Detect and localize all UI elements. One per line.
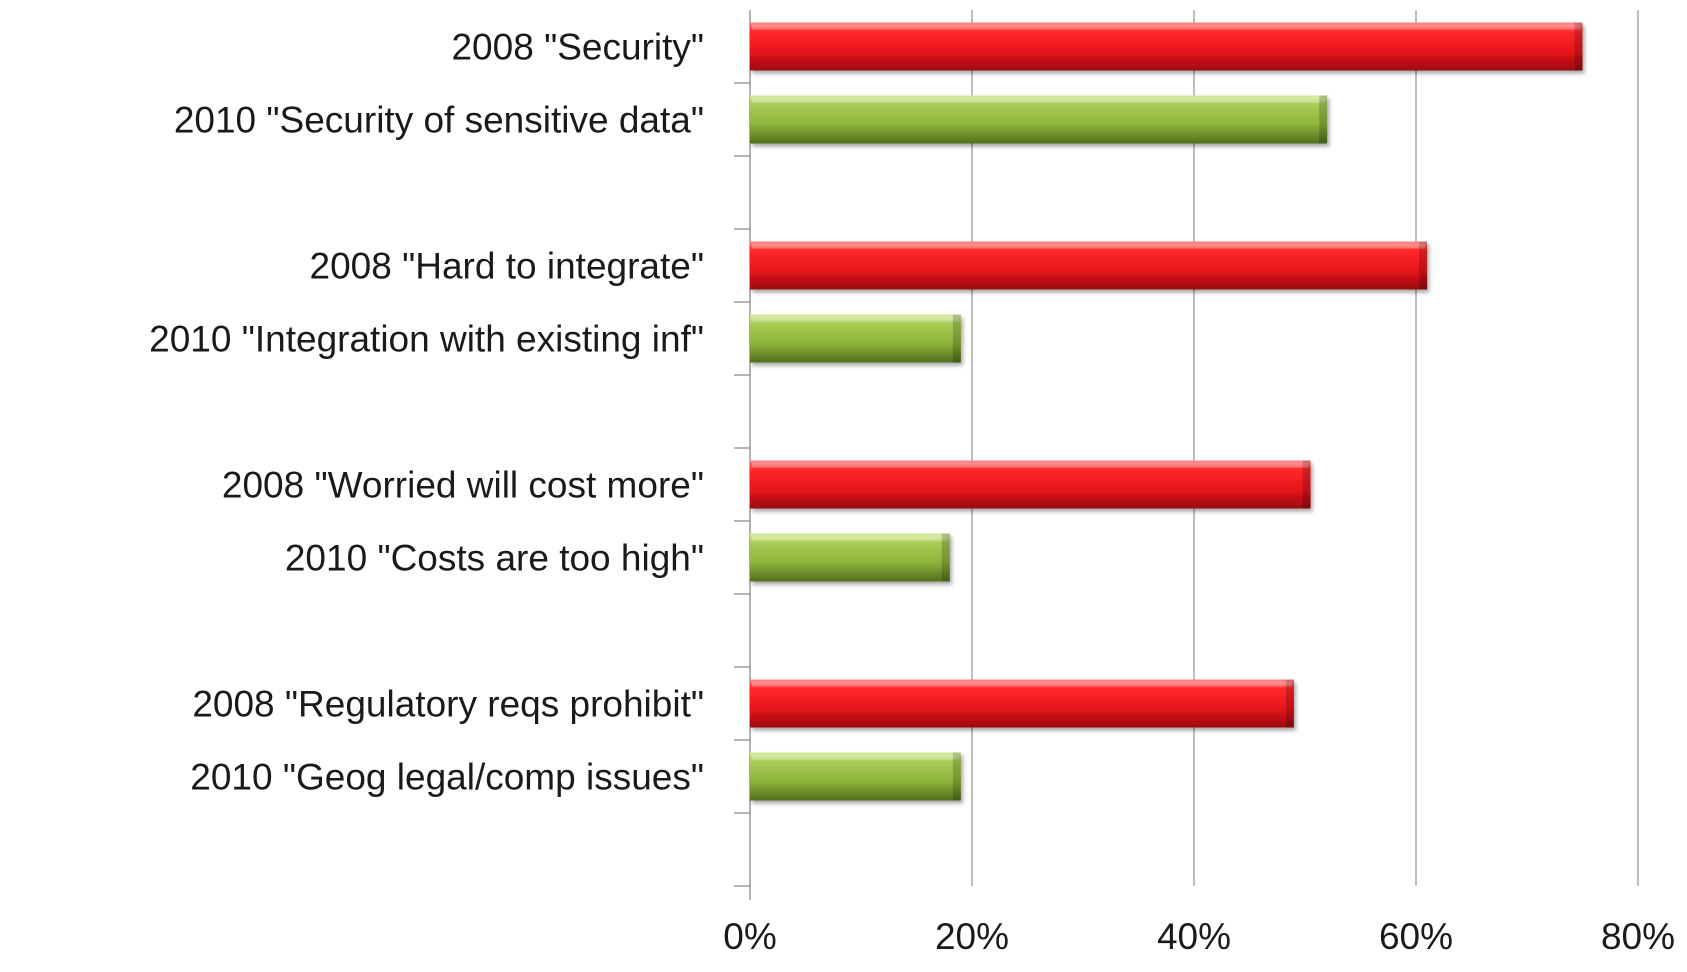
bar-2010 — [750, 752, 961, 801]
bar-highlight — [752, 681, 1292, 687]
bar-2008 — [750, 679, 1294, 728]
bar-end-bevel — [1419, 241, 1428, 290]
gridlines — [971, 10, 1639, 886]
bar-2010 — [750, 314, 961, 363]
bar-highlight — [752, 97, 1326, 103]
bar-2008 — [750, 22, 1583, 71]
bar-2008 — [750, 241, 1428, 290]
x-tick-label: 40% — [1157, 916, 1231, 957]
bar-end-bevel — [952, 752, 961, 801]
category-label: 2008 "Hard to integrate" — [310, 246, 704, 287]
bar-end-bevel — [1319, 95, 1328, 144]
bar-highlight — [752, 754, 959, 760]
bar-end-bevel — [941, 533, 950, 582]
x-tick-label: 80% — [1601, 916, 1675, 957]
bar-highlight — [752, 535, 948, 541]
bar-2008 — [750, 460, 1311, 509]
category-label: 2010 "Integration with existing inf" — [149, 319, 704, 360]
bar-2010 — [750, 533, 950, 582]
bars — [750, 22, 1583, 801]
category-label: 2010 "Security of sensitive data" — [174, 100, 704, 141]
bar-end-bevel — [952, 314, 961, 363]
bar-end-bevel — [1302, 460, 1311, 509]
category-axis — [734, 10, 751, 900]
bar-highlight — [752, 24, 1581, 30]
bar-end-bevel — [1574, 22, 1583, 71]
category-label: 2008 "Security" — [451, 27, 704, 68]
bar-highlight — [752, 316, 959, 322]
x-tick-label: 20% — [935, 916, 1009, 957]
bar-2010 — [750, 95, 1328, 144]
category-label: 2008 "Regulatory reqs prohibit" — [192, 684, 704, 725]
x-tick-label: 60% — [1379, 916, 1453, 957]
bar-end-bevel — [1285, 679, 1294, 728]
category-labels: 2008 "Security" 2010 "Security of sensiti… — [149, 27, 704, 798]
bar-highlight — [752, 243, 1426, 249]
category-label: 2008 "Worried will cost more" — [222, 465, 704, 506]
x-tick-label: 0% — [723, 916, 776, 957]
value-axis-ticks: 0% 20% 40% 60% 80% — [723, 916, 1675, 957]
category-label: 2010 "Costs are too high" — [285, 538, 704, 579]
category-label: 2010 "Geog legal/comp issues" — [190, 757, 704, 798]
bar-highlight — [752, 462, 1309, 468]
